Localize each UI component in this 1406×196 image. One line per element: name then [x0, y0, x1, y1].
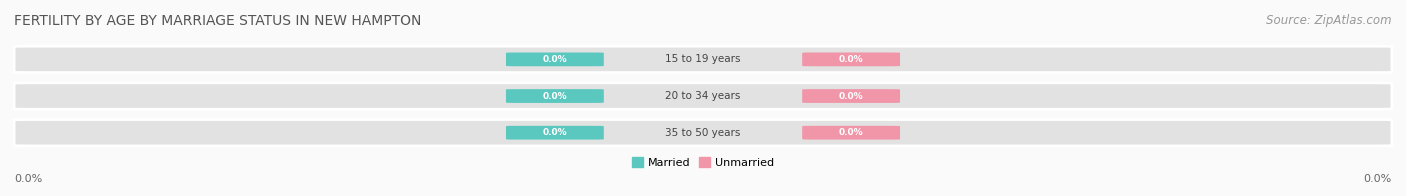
Text: 0.0%: 0.0%: [543, 92, 567, 101]
Text: 0.0%: 0.0%: [839, 128, 863, 137]
FancyBboxPatch shape: [14, 83, 1392, 109]
FancyBboxPatch shape: [506, 126, 603, 140]
Text: 35 to 50 years: 35 to 50 years: [665, 128, 741, 138]
FancyBboxPatch shape: [14, 46, 1392, 73]
Text: 0.0%: 0.0%: [14, 174, 42, 184]
Text: 0.0%: 0.0%: [543, 55, 567, 64]
Text: 20 to 34 years: 20 to 34 years: [665, 91, 741, 101]
Text: 0.0%: 0.0%: [839, 92, 863, 101]
FancyBboxPatch shape: [506, 53, 603, 66]
FancyBboxPatch shape: [803, 89, 900, 103]
Text: Source: ZipAtlas.com: Source: ZipAtlas.com: [1267, 14, 1392, 27]
Text: 0.0%: 0.0%: [543, 128, 567, 137]
FancyBboxPatch shape: [506, 89, 603, 103]
Text: FERTILITY BY AGE BY MARRIAGE STATUS IN NEW HAMPTON: FERTILITY BY AGE BY MARRIAGE STATUS IN N…: [14, 14, 422, 28]
FancyBboxPatch shape: [14, 120, 1392, 146]
FancyBboxPatch shape: [803, 126, 900, 140]
Text: 0.0%: 0.0%: [1364, 174, 1392, 184]
Text: 15 to 19 years: 15 to 19 years: [665, 54, 741, 64]
FancyBboxPatch shape: [803, 53, 900, 66]
Legend: Married, Unmarried: Married, Unmarried: [633, 157, 773, 168]
Text: 0.0%: 0.0%: [839, 55, 863, 64]
